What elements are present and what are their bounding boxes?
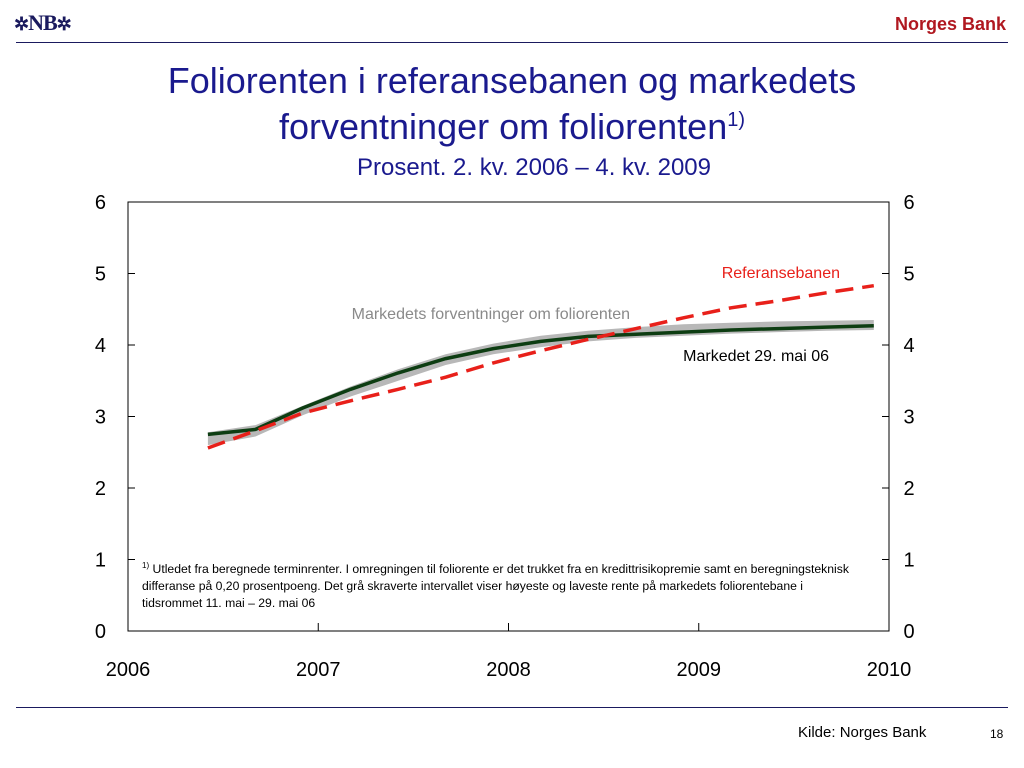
x-tick-label: 2006 [106,659,151,681]
y-tick-label-left: 0 [95,621,106,643]
footnote-text: Utledet fra beregnede terminrenter. I om… [142,562,849,611]
x-tick-label: 2009 [677,659,722,681]
y-tick-label-left: 6 [95,192,106,214]
brand-name: Norges Bank [894,14,1006,34]
page-number: 18 [990,727,1004,741]
title-superscript: 1) [727,109,746,131]
y-tick-label-right: 4 [903,335,914,357]
slide-title: Foliorenten i referansebanen og markedet… [0,58,1024,150]
y-tick-label-left: 1 [95,550,106,572]
y-tick-label-right: 2 [903,478,914,500]
series-markedet-line [207,323,874,437]
footnote-marker: 1) [142,561,150,570]
logo-text: NB [28,10,58,35]
y-tick-label-left: 3 [95,407,106,429]
annotation-referansebanen: Referansebanen [722,265,840,282]
y-tick-label-right: 0 [903,621,914,643]
norges-bank-logo: ✲NB✲ [14,10,72,36]
logo-ornament-left-icon: ✲ [14,14,29,34]
y-tick-label-right: 3 [903,407,914,429]
y-tick-label-right: 5 [903,264,914,286]
x-tick-label: 2010 [867,659,912,681]
series-referansebanen-line [207,283,875,450]
y-tick-label-right: 1 [903,550,914,572]
title-line-2-text: forventninger om foliorenten [278,106,728,147]
annotation-markedet: Markedet 29. mai 06 [683,348,829,365]
title-line-2: forventninger om foliorenten1) [0,104,1024,150]
title-line-1: Foliorenten i referansebanen og markedet… [167,60,857,101]
source-label: Kilde: Norges Bank [798,724,927,741]
plot-frame [127,201,890,632]
annotation-band: Markedets forventninger om foliorenten [352,306,630,323]
y-tick-label-left: 2 [95,478,106,500]
slide-subtitle: Prosent. 2. kv. 2006 – 4. kv. 2009 [357,154,711,181]
logo-ornament-right-icon: ✲ [56,14,72,34]
y-tick-label-right: 6 [903,192,914,214]
x-tick-label: 2007 [296,659,341,681]
y-tick-label-left: 4 [95,335,106,357]
series-band-area [207,320,874,446]
x-tick-label: 2008 [486,659,531,681]
header-divider [16,42,1008,43]
footer-divider [16,707,1008,708]
y-tick-label-left: 5 [95,264,106,286]
chart-footnote: 1) Utledet fra beregnede terminrenter. I… [142,557,862,612]
